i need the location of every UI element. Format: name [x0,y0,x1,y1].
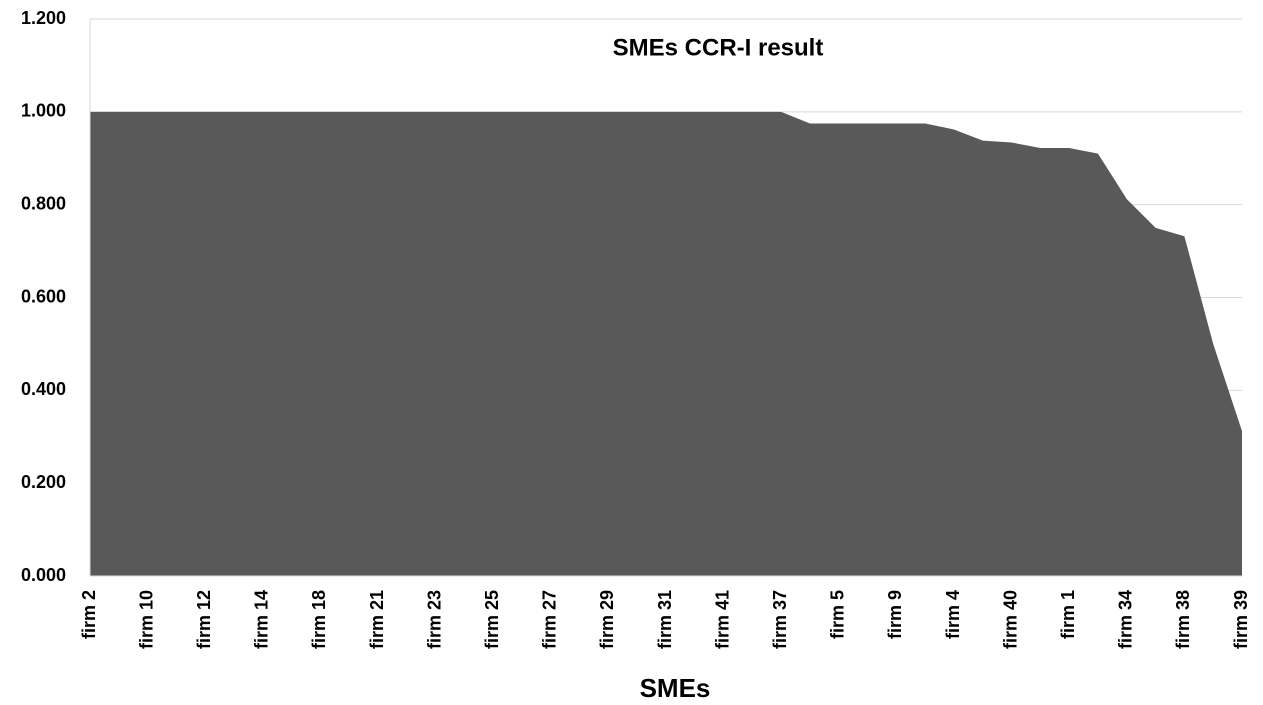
x-tick-label: firm 5 [828,590,848,639]
y-tick-label: 0.600 [21,286,66,306]
x-tick-label: firm 38 [1173,590,1193,649]
x-tick-label: firm 27 [540,590,560,649]
x-tick-label: firm 23 [424,590,444,649]
x-tick-label: firm 12 [194,590,214,649]
y-tick-label: 1.200 [21,8,66,28]
x-tick-label: firm 34 [1116,590,1136,649]
y-tick-label: 0.200 [21,472,66,492]
area [90,111,1242,576]
x-tick-label: firm 25 [482,590,502,649]
y-tick-label: 1.000 [21,101,66,121]
x-tick-label: firm 37 [770,590,790,649]
x-tick-label: firm 1 [1058,590,1078,639]
y-tick-label: 0.800 [21,193,66,213]
x-tick-label: firm 31 [655,590,675,649]
x-tick-label: firm 29 [597,590,617,649]
x-tick-label: firm 2 [79,590,99,639]
x-tick-label: firm 40 [1000,590,1020,649]
x-tick-label: firm 10 [136,590,156,649]
y-tick-label: 0.400 [21,379,66,399]
plot: 0.000 0.200 0.400 0.600 0.800 1.000 1.200 firm … [21,8,1251,649]
y-tick-label: 0.000 [21,565,66,585]
x-tick-label: firm 39 [1231,590,1251,649]
x-tick-label: firm 9 [885,590,905,639]
chart-title: SMEs CCR-I result [613,34,824,61]
x-tick-label: firm 4 [943,590,963,639]
x-tick-label: firm 21 [367,590,387,649]
x-axis-label: SMEs [640,673,711,703]
x-tick-label: firm 18 [309,590,329,649]
x-tick-label: firm 41 [712,590,732,649]
x-tick-label: firm 14 [252,590,272,649]
